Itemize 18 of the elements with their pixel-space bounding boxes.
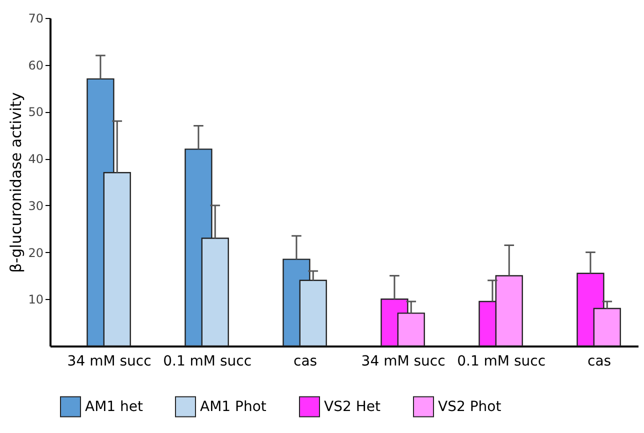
y-tick-label: 10 (28, 292, 44, 307)
x-tick-label: 0.1 mM succ (457, 354, 546, 370)
legend-label: AM1 Phot (200, 398, 267, 415)
y-tick-label: 20 (28, 246, 44, 260)
x-tick-label: cas (588, 354, 612, 370)
y-tick-label: 30 (28, 198, 44, 213)
x-tick-label: 34 mM succ (361, 354, 446, 370)
y-tick-label: 50 (28, 105, 44, 120)
x-tick-label: cas (294, 354, 318, 370)
legend-label: VS2 Het (324, 398, 381, 415)
y-axis-title: β-glucuronidase activity (7, 92, 26, 273)
x-tick-label: 0.1 mM succ (163, 354, 252, 370)
legend-label: VS2 Phot (438, 398, 502, 415)
y-tick-label: 60 (28, 58, 44, 72)
legend-label: AM1 het (85, 398, 144, 415)
x-tick-label: 34 mM succ (67, 354, 152, 370)
y-tick-label: 40 (28, 152, 44, 166)
y-tick-label: 70 (28, 12, 44, 26)
